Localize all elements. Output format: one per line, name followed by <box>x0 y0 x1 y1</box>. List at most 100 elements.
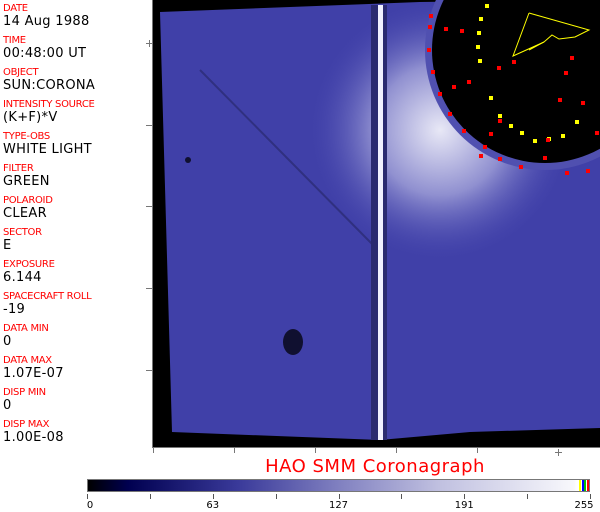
red-marker <box>428 25 432 29</box>
field-value: 1.07E-07 <box>3 366 64 381</box>
axis-tick <box>146 370 153 371</box>
red-marker <box>448 112 452 116</box>
yellow-marker <box>477 31 481 35</box>
colorbar-stripe <box>581 480 584 491</box>
yellow-marker <box>533 139 537 143</box>
colorbar-stripe <box>579 480 581 491</box>
colorbar-tick <box>87 494 88 499</box>
field-date: DATE 14 Aug 1988 <box>3 3 90 29</box>
red-marker <box>558 98 562 102</box>
axis-tick <box>555 452 562 453</box>
red-marker <box>438 92 442 96</box>
axis-tick <box>234 447 235 453</box>
field-label: TIME <box>3 35 26 46</box>
pylon-shadow <box>199 69 379 251</box>
axis-tick <box>477 447 478 453</box>
axis-tick <box>153 447 154 453</box>
colorbar <box>87 479 590 492</box>
field-disp-max: DISP MAX 1.00E-08 <box>3 419 64 445</box>
field-label: OBJECT <box>3 67 39 78</box>
colorbar-tick <box>275 494 277 499</box>
field-label: DATA MIN <box>3 323 49 334</box>
red-marker <box>483 145 487 149</box>
field-value: -19 <box>3 302 26 317</box>
plot-title: HAO SMM Coronagraph <box>265 456 485 477</box>
field-label: SECTOR <box>3 227 42 238</box>
red-marker <box>452 85 456 89</box>
field-time: TIME 00:48:00 UT <box>3 35 86 61</box>
field-value: 6.144 <box>3 270 42 285</box>
colorbar-label: 127 <box>328 500 349 511</box>
field-value: 00:48:00 UT <box>3 46 87 61</box>
colorbar-tick <box>464 494 466 499</box>
field-label: DATA MAX <box>3 355 52 366</box>
red-marker <box>444 27 448 31</box>
red-marker <box>479 154 483 158</box>
red-marker <box>565 171 569 175</box>
field-value: 1.00E-08 <box>3 430 64 445</box>
field-exposure: EXPOSURE 6.144 <box>3 259 55 285</box>
colorbar-tick <box>401 494 403 499</box>
axis-tick <box>146 206 153 207</box>
field-value: (K+F)*V <box>3 110 58 125</box>
colorbar-label: 191 <box>454 500 474 511</box>
field-label: TYPE-OBS <box>3 131 50 142</box>
header-info-panel: DATE 14 Aug 1988 TIME 00:48:00 UT OBJECT SUN:… <box>0 0 153 448</box>
field-value: GREEN <box>3 174 50 189</box>
field-data-min: DATA MIN 0 <box>3 323 49 349</box>
field-label: DATE <box>3 3 28 14</box>
field-spacecraft-roll: SPACECRAFT ROLL -19 <box>3 291 92 317</box>
field-label: DISP MAX <box>3 419 50 430</box>
occulter-disk <box>432 0 600 163</box>
axis-tick <box>146 288 153 289</box>
yellow-marker <box>509 124 513 128</box>
pylon-highlight <box>378 5 383 440</box>
red-marker <box>462 129 466 133</box>
grid-overlay <box>427 4 599 175</box>
red-marker <box>570 56 574 60</box>
axis-tick <box>149 40 150 47</box>
field-type-obs: TYPE-OBS WHITE LIGHT <box>3 131 92 157</box>
dust-spot <box>283 329 303 355</box>
field-label: EXPOSURE <box>3 259 55 270</box>
axis-tick <box>396 447 397 453</box>
field-intensity-source: INTENSITY SOURCE (K+F)*V <box>3 99 95 125</box>
field-disp-min: DISP MIN 0 <box>3 387 46 413</box>
red-marker <box>429 14 433 18</box>
red-marker <box>519 165 523 169</box>
field-filter: FILTER GREEN <box>3 163 50 189</box>
colorbar-label: 63 <box>206 500 220 511</box>
field-value: 14 Aug 1988 <box>3 14 90 29</box>
yellow-marker <box>561 134 565 138</box>
red-marker <box>467 80 471 84</box>
red-marker <box>546 138 550 142</box>
field-value: 0 <box>3 398 12 413</box>
field-object: OBJECT SUN:CORONA <box>3 67 95 93</box>
axis-tick <box>315 447 316 453</box>
yellow-marker <box>476 45 480 49</box>
yellow-marker <box>485 4 489 8</box>
colorbar-label: 255 <box>574 500 594 511</box>
coronagraph-image <box>153 0 600 448</box>
pointer-outline <box>528 12 591 51</box>
red-marker <box>460 29 464 33</box>
red-marker <box>564 71 568 75</box>
field-label: DISP MIN <box>3 387 46 398</box>
colorbar-stripe <box>584 480 586 491</box>
pointer-outline-2 <box>512 12 545 57</box>
red-marker <box>497 66 501 70</box>
yellow-marker <box>520 131 524 135</box>
red-marker <box>543 156 547 160</box>
field-label: INTENSITY SOURCE <box>3 99 95 110</box>
field-data-max: DATA MAX 1.07E-07 <box>3 355 64 381</box>
dust-spot-small <box>185 157 191 163</box>
red-marker <box>427 48 431 52</box>
field-value: WHITE LIGHT <box>3 142 92 157</box>
red-marker <box>581 101 585 105</box>
axis-tick <box>153 447 600 448</box>
red-marker <box>431 70 435 74</box>
colorbar-tick <box>149 494 151 499</box>
red-marker <box>498 157 502 161</box>
field-sector: SECTOR E <box>3 227 42 253</box>
field-polaroid: POLAROID CLEAR <box>3 195 53 221</box>
